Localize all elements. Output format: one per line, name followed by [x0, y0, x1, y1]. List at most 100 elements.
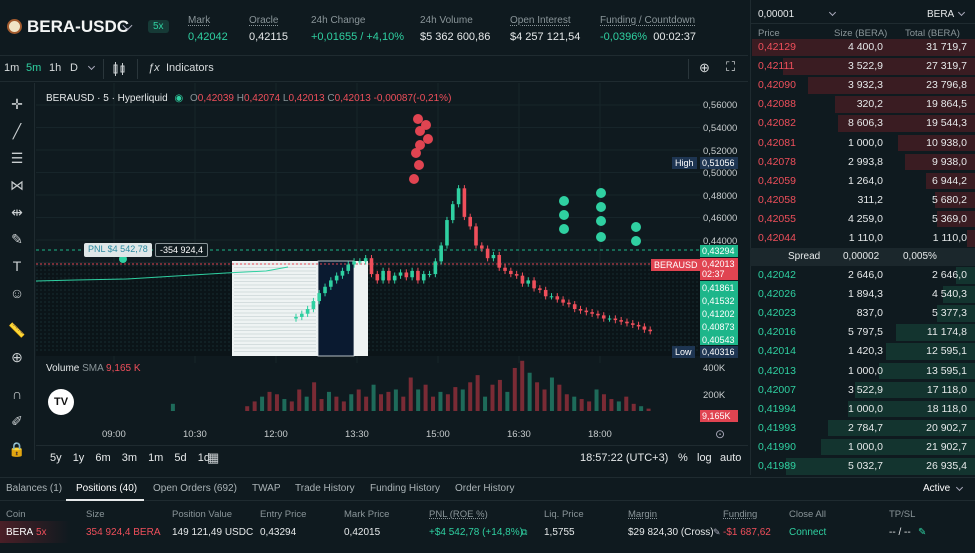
range-1m[interactable]: 1m — [148, 452, 164, 464]
auto-toggle[interactable]: auto — [720, 452, 742, 464]
tab-order-history[interactable]: Order History — [455, 483, 515, 494]
ruler-icon[interactable]: 📏 — [8, 322, 26, 338]
ob-price[interactable]: 0,42014 — [758, 345, 796, 358]
ob-price[interactable]: 0,42055 — [758, 212, 796, 225]
ob-price[interactable]: 0,42129 — [758, 41, 796, 53]
bid-row[interactable]: 0,42007 3 522,9 17 118,0 — [750, 381, 975, 400]
ob-price[interactable]: 0,42111 — [758, 60, 795, 73]
tpsl-edit-icon[interactable]: ✎ — [918, 527, 927, 538]
measure-range-icon[interactable]: ⇹ — [11, 204, 23, 220]
ask-row[interactable]: 0,42044 1 110,0 1 110,0 — [750, 229, 975, 248]
goto-date-icon[interactable]: ▦ — [207, 450, 220, 465]
ob-price[interactable]: 0,41989 — [758, 460, 796, 472]
bid-row[interactable]: 0,42026 1 894,3 4 540,3 — [750, 285, 975, 304]
ob-price[interactable]: 0,41990 — [758, 440, 796, 453]
ob-price[interactable]: 0,42016 — [758, 326, 796, 339]
brush-icon[interactable]: ✎ — [11, 231, 23, 247]
ask-row[interactable]: 0,42082 8 606,3 19 544,3 — [750, 114, 975, 133]
ob-price[interactable]: 0,41993 — [758, 421, 796, 434]
ob-price[interactable]: 0,42082 — [758, 117, 796, 130]
bid-row[interactable]: 0,42042 2 646,0 2 646,0 — [750, 266, 975, 285]
tab-funding-history[interactable]: Funding History — [370, 483, 441, 494]
bid-row[interactable]: 0,41990 1 000,0 21 902,7 — [750, 438, 975, 457]
bid-row[interactable]: 0,42013 1 000,0 13 595,1 — [750, 362, 975, 381]
fullscreen-icon[interactable]: ⛶ — [726, 59, 736, 74]
ob-price[interactable]: 0,41994 — [758, 402, 796, 415]
range-1y[interactable]: 1y — [72, 452, 85, 464]
tab-balances[interactable]: Balances (1) — [6, 483, 63, 494]
ask-row[interactable]: 0,42111 3 522,9 27 319,7 — [750, 57, 975, 76]
ask-row[interactable]: 0,42058 311,2 5 680,2 — [750, 191, 975, 210]
ob-price[interactable]: 0,42058 — [758, 193, 796, 206]
legend-eye-icon[interactable]: ◉ — [174, 93, 184, 104]
ask-row[interactable]: 0,42088 320,2 19 864,5 — [750, 95, 975, 114]
indicators-fx-icon[interactable]: ƒx — [148, 62, 160, 74]
ob-price[interactable]: 0,42007 — [758, 383, 796, 396]
connect-button[interactable]: Connect — [789, 527, 827, 538]
range-1d[interactable]: 1d — [197, 452, 210, 464]
share-pnl-icon[interactable]: ⧉ — [521, 527, 528, 537]
tick-size-select[interactable]: 0,00001 — [758, 9, 795, 20]
range-5y[interactable]: 5y — [50, 452, 62, 464]
ob-price[interactable]: 0,42088 — [758, 98, 796, 111]
pattern-icon[interactable]: ⋈ — [10, 177, 24, 193]
percent-toggle[interactable]: % — [678, 452, 688, 464]
bid-row[interactable]: 0,42016 5 797,5 11 174,8 — [750, 323, 975, 342]
bid-row[interactable]: 0,41994 1 000,0 18 118,0 — [750, 400, 975, 419]
range-3m[interactable]: 3m — [121, 452, 137, 464]
asset-select[interactable]: BERA — [927, 9, 955, 20]
ob-price[interactable]: 0,42044 — [758, 232, 796, 244]
ob-price[interactable]: 0,42042 — [758, 269, 796, 281]
magnet-icon[interactable]: ∩ — [11, 386, 23, 402]
timeframe-5m[interactable]: 5m — [26, 62, 42, 74]
screenshot-icon[interactable]: ⊕ — [699, 60, 710, 75]
text-tool-icon[interactable]: T — [12, 258, 22, 274]
bid-row[interactable]: 0,41993 2 784,7 20 902,7 — [750, 419, 975, 438]
ob-price[interactable]: 0,42023 — [758, 307, 796, 320]
ask-row[interactable]: 0,42090 3 932,3 23 796,8 — [750, 76, 975, 95]
ob-price[interactable]: 0,42013 — [758, 364, 796, 377]
timeframe-d[interactable]: D — [70, 62, 78, 74]
range-5d[interactable]: 5d — [174, 452, 187, 464]
lock-icon[interactable]: 🔒 — [8, 441, 26, 457]
trend-line-icon[interactable]: ╱ — [12, 123, 22, 139]
bid-row[interactable]: 0,42023 837,0 5 377,3 — [750, 304, 975, 323]
active-filter-select[interactable]: Active — [923, 483, 951, 494]
timeframe-1m[interactable]: 1m — [4, 62, 20, 74]
tradingview-logo-icon[interactable]: TV — [48, 389, 74, 415]
ob-price[interactable]: 0,42026 — [758, 288, 796, 301]
ask-row[interactable]: 0,42059 1 264,0 6 944,2 — [750, 172, 975, 191]
candle-type-icon[interactable] — [112, 62, 126, 76]
ob-price[interactable]: 0,42081 — [758, 136, 796, 149]
ob-price[interactable]: 0,42078 — [758, 155, 796, 168]
price-chart[interactable] — [36, 83, 700, 425]
lock-drawings-icon[interactable]: ✐ — [11, 413, 23, 429]
tab-positions[interactable]: Positions (40) — [76, 483, 138, 494]
indicators-button[interactable]: Indicators — [166, 62, 214, 74]
ob-price[interactable]: 0,42090 — [758, 79, 796, 92]
chart-clock[interactable]: 18:57:22 (UTC+3) — [580, 452, 669, 464]
ask-row[interactable]: 0,42055 4 259,0 5 369,0 — [750, 210, 975, 229]
margin-edit-icon[interactable]: ✎ — [713, 527, 721, 537]
bid-row[interactable]: 0,41989 5 032,7 26 935,4 — [750, 457, 975, 476]
timeframe-1h[interactable]: 1h — [49, 62, 62, 74]
close-all-button[interactable]: Close All — [789, 509, 826, 520]
bid-row[interactable]: 0,42014 1 420,3 12 595,1 — [750, 342, 975, 361]
range-6m[interactable]: 6m — [95, 452, 111, 464]
ask-row[interactable]: 0,42129 4 400,0 31 719,7 — [750, 38, 975, 57]
crosshair-icon[interactable]: ✛ — [11, 96, 23, 112]
ask-row[interactable]: 0,42078 2 993,8 9 938,0 — [750, 153, 975, 172]
range-selector[interactable]: 5y 1y 6m 3m 1m 5d 1d — [50, 452, 210, 464]
position-size-tag[interactable]: -354 924,4 — [155, 243, 209, 257]
ob-price[interactable]: 0,42059 — [758, 174, 796, 187]
tab-open-orders[interactable]: Open Orders (692) — [153, 483, 237, 494]
tab-trade-history[interactable]: Trade History — [295, 483, 355, 494]
ask-row[interactable]: 0,42081 1 000,0 10 938,0 — [750, 134, 975, 153]
zoom-in-icon[interactable]: ⊕ — [11, 349, 23, 365]
emoji-icon[interactable]: ☺ — [9, 285, 25, 301]
position-coin[interactable]: BERA — [6, 527, 34, 538]
position-pnl-tag[interactable]: PNL $4 542,78 — [84, 243, 152, 257]
market-symbol[interactable]: BERA-USDC — [27, 17, 129, 36]
tab-twap[interactable]: TWAP — [252, 483, 281, 494]
time-axis-settings-icon[interactable]: ⊙ — [715, 427, 726, 441]
